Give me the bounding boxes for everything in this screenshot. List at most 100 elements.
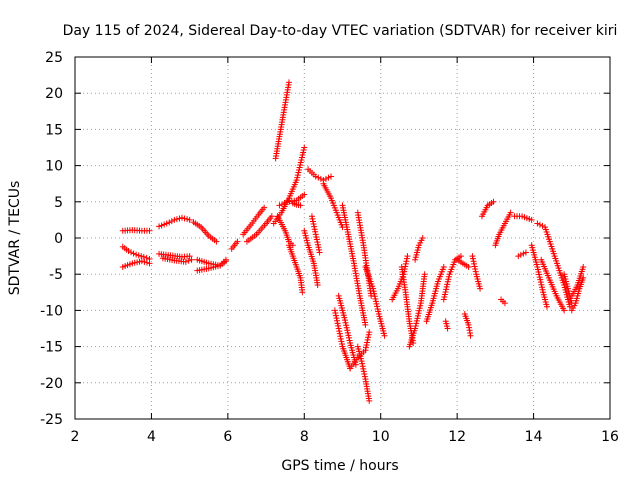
- data-point-marker: [213, 238, 220, 245]
- data-point-marker: [413, 317, 420, 324]
- data-point-marker: [128, 249, 135, 256]
- data-point-marker: [315, 174, 322, 181]
- data-point-marker: [341, 317, 348, 324]
- data-point-marker: [402, 263, 409, 270]
- data-point-marker: [362, 321, 369, 328]
- data-point-marker: [501, 300, 508, 307]
- data-point-marker: [381, 332, 388, 339]
- data-point-marker: [443, 286, 450, 293]
- data-point-marker: [528, 216, 535, 223]
- data-point-marker: [445, 276, 452, 283]
- data-point-marker: [317, 175, 324, 182]
- data-point-marker: [361, 373, 368, 380]
- data-point-marker: [441, 294, 448, 301]
- data-point-marker: [146, 227, 153, 234]
- data-point-marker: [345, 332, 352, 339]
- data-point-marker: [293, 177, 300, 184]
- data-point-marker: [335, 322, 342, 329]
- data-point-marker: [176, 215, 183, 222]
- axis-ticks: [74, 56, 611, 420]
- data-point-marker: [375, 308, 382, 315]
- data-point-marker: [359, 363, 366, 370]
- data-point-marker: [141, 258, 148, 265]
- data-point-marker: [338, 338, 345, 345]
- y-tick-label: 25: [45, 50, 63, 66]
- x-tick-label: 6: [223, 429, 232, 445]
- data-point-marker: [234, 238, 241, 245]
- data-point-marker: [416, 307, 423, 314]
- data-point-marker: [337, 333, 344, 340]
- data-point-marker: [472, 268, 479, 275]
- y-axis-title: SDTVAR / TECUs: [7, 181, 23, 296]
- y-tick-label: -5: [49, 267, 63, 283]
- data-point-marker: [416, 305, 423, 312]
- data-point-marker: [133, 251, 140, 258]
- data-point-marker: [335, 325, 342, 332]
- data-point-marker: [457, 253, 464, 260]
- x-tick-label: 8: [300, 429, 309, 445]
- data-point-marker: [295, 167, 302, 174]
- data-point-marker: [185, 257, 192, 264]
- data-point-marker: [276, 202, 283, 209]
- data-point-marker: [534, 263, 541, 270]
- data-point-marker: [444, 278, 451, 285]
- data-point-marker: [181, 215, 188, 222]
- data-point-marker: [338, 341, 345, 348]
- data-point-marker: [334, 317, 341, 324]
- data-point-marker: [366, 397, 373, 404]
- data-point-marker: [156, 223, 163, 230]
- data-point-marker: [298, 154, 305, 161]
- x-tick-label: 12: [448, 429, 466, 445]
- data-point-marker: [360, 365, 367, 372]
- data-point-marker: [566, 303, 573, 310]
- data-point-marker: [337, 335, 344, 342]
- grid-lines: [75, 57, 610, 419]
- data-point-marker: [334, 320, 341, 327]
- data-point-marker: [188, 256, 195, 263]
- y-tick-labels: -25 -20 -15 -10 -5 0 5 10 15 20 25: [40, 50, 63, 428]
- y-tick-label: 0: [54, 231, 63, 247]
- data-point-marker: [404, 253, 411, 260]
- data-point-marker: [444, 325, 451, 332]
- data-point-marker: [314, 241, 321, 248]
- data-point-marker: [507, 209, 514, 216]
- data-point-marker: [297, 159, 304, 166]
- data-point-marker: [419, 235, 426, 241]
- data-point-marker: [465, 263, 472, 270]
- data-point-marker: [441, 291, 448, 298]
- data-point-marker: [311, 223, 318, 230]
- data-point-marker: [294, 174, 301, 181]
- data-point-marker: [417, 302, 424, 309]
- data-point-marker: [138, 258, 145, 265]
- data-point-marker: [343, 322, 350, 329]
- data-point-marker: [135, 252, 142, 259]
- data-point-marker: [352, 361, 359, 368]
- data-point-marker: [310, 221, 317, 228]
- data-point-marker: [328, 173, 335, 180]
- data-point-marker: [130, 250, 137, 257]
- data-point-marker: [515, 253, 522, 260]
- data-point-marker: [308, 213, 315, 220]
- data-point-marker: [477, 285, 484, 292]
- data-point-marker: [325, 174, 332, 181]
- data-point-marker: [278, 201, 285, 208]
- data-point-marker: [561, 307, 568, 314]
- data-point-marker: [296, 164, 303, 171]
- data-point-marker: [286, 79, 292, 86]
- data-point-marker: [186, 253, 193, 260]
- data-point-marker: [444, 281, 451, 288]
- data-point-marker: [359, 360, 366, 367]
- data-point-marker: [443, 283, 450, 290]
- data-point-marker: [222, 258, 229, 265]
- chart-title: Day 115 of 2024, Sidereal Day-to-day VTE…: [63, 23, 618, 39]
- data-point-marker: [469, 253, 476, 260]
- data-point-marker: [186, 216, 193, 223]
- data-point-marker: [344, 327, 351, 334]
- data-point-marker: [336, 330, 343, 337]
- data-point-marker: [332, 309, 339, 316]
- data-point-marker: [414, 312, 421, 319]
- data-point-marker: [179, 214, 185, 221]
- data-point-marker: [414, 315, 421, 322]
- data-point-marker: [365, 334, 372, 341]
